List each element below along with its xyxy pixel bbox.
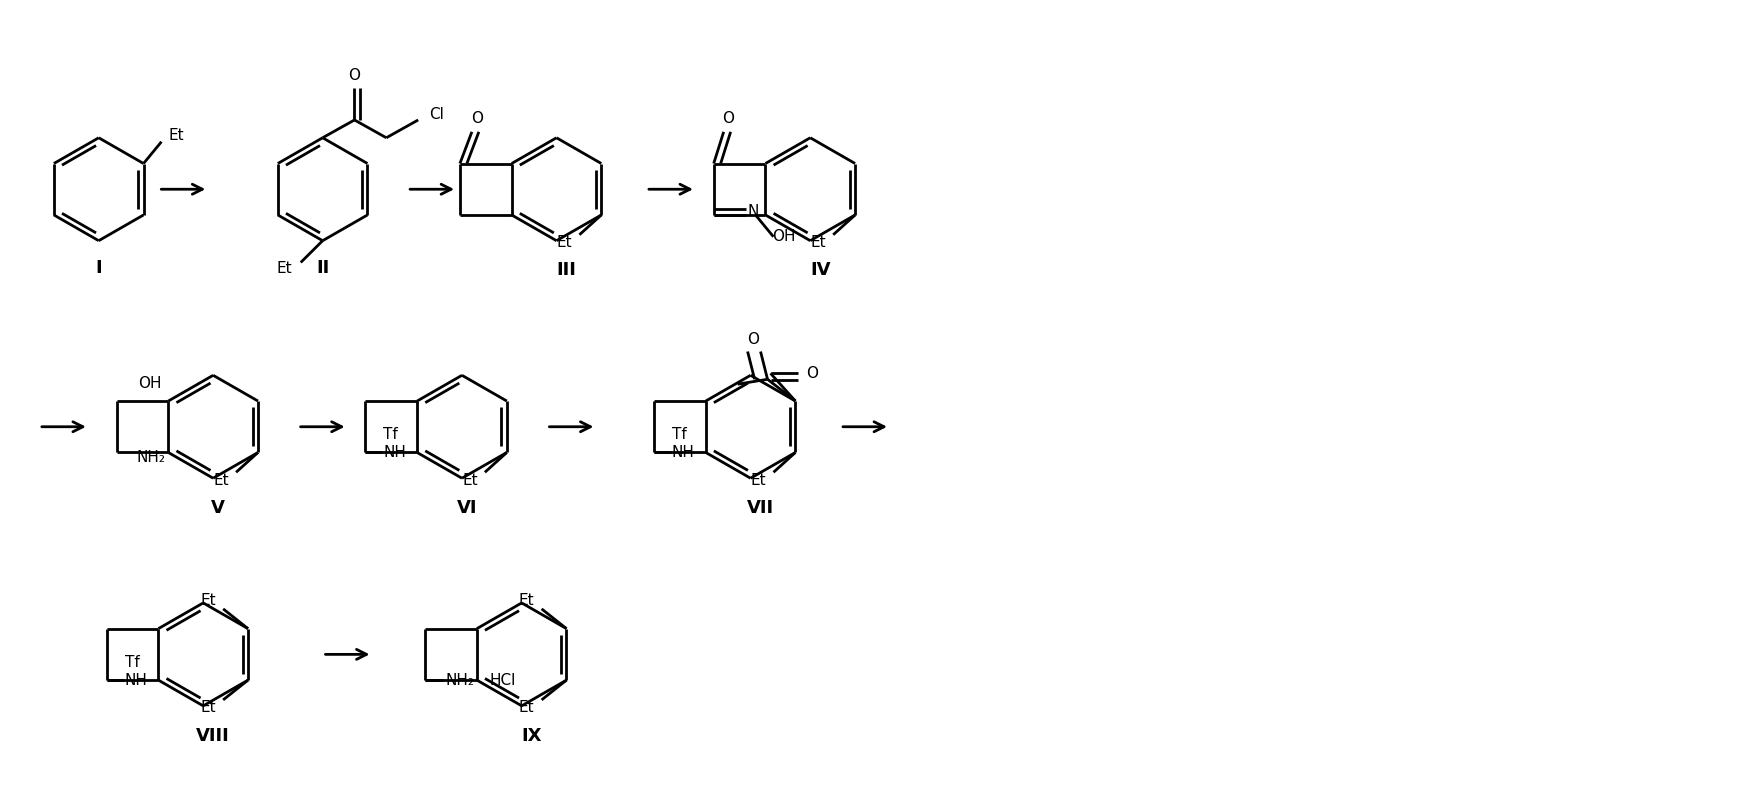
Text: III: III [556,261,576,279]
Text: Et: Et [463,473,478,487]
Text: I: I [96,259,103,278]
Text: NH: NH [125,672,148,688]
Text: VIII: VIII [197,726,230,745]
Text: Tf: Tf [383,427,398,442]
Text: NH: NH [671,445,696,460]
Text: OH: OH [772,229,795,245]
Text: Et: Et [200,593,216,608]
Text: Et: Et [169,128,184,144]
Text: Et: Et [518,700,534,715]
Text: Et: Et [214,473,230,487]
Text: O: O [807,366,819,381]
Text: IV: IV [810,261,831,279]
Text: IX: IX [522,726,543,745]
Text: NH: NH [383,445,407,460]
Text: O: O [722,111,734,127]
Text: VII: VII [748,499,774,517]
Text: N: N [748,203,760,219]
Text: Et: Et [518,593,534,608]
Text: Et: Et [810,235,826,250]
Text: O: O [748,332,760,347]
Text: O: O [348,68,360,83]
Text: HCl: HCl [490,672,516,688]
Text: Et: Et [200,700,216,715]
Text: II: II [316,259,329,278]
Text: Cl: Cl [428,107,443,122]
Text: NH₂: NH₂ [136,450,165,465]
Text: Tf: Tf [671,427,687,442]
Text: NH₂: NH₂ [445,672,475,688]
Text: VI: VI [457,499,476,517]
Text: V: V [210,499,224,517]
Text: O: O [471,111,483,127]
Text: Tf: Tf [125,654,139,670]
Text: Et: Et [277,261,292,276]
Text: Et: Et [556,235,572,250]
Text: OH: OH [139,376,162,391]
Text: Et: Et [751,473,767,487]
